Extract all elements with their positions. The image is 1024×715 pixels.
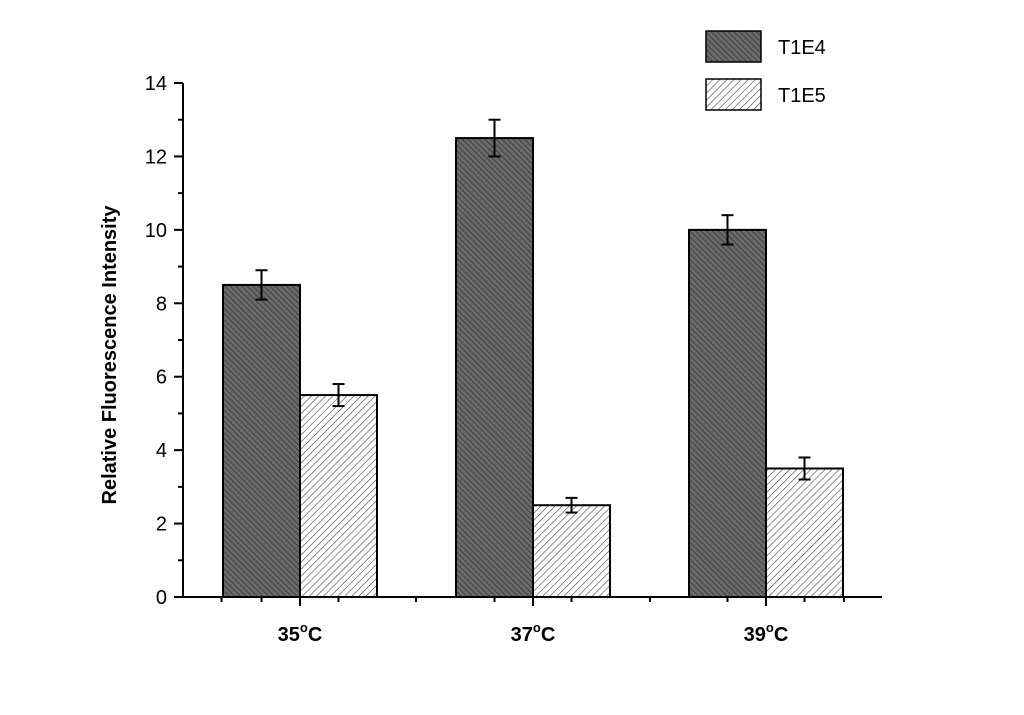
y-tick-label: 6 — [156, 367, 167, 389]
x-tick-label-37: 37oC — [511, 620, 556, 646]
plot-area: 0 2 4 6 8 10 12 14 35oC 37oC 39oC — [145, 73, 882, 646]
bar-t1e5-37 — [532, 504, 611, 599]
legend-swatch-t1e5 — [705, 78, 762, 111]
y-tick-label: 12 — [145, 146, 167, 168]
y-tick-label: 14 — [145, 73, 167, 95]
bar-t1e5-39 — [765, 467, 844, 598]
y-tick-label: 8 — [156, 293, 167, 315]
legend: T1E4 T1E5 — [705, 30, 826, 111]
legend-swatch-t1e4 — [705, 30, 762, 63]
y-tick-label: 0 — [156, 587, 167, 609]
x-tick-label-39: 39oC — [744, 620, 789, 646]
bar-t1e5-35 — [299, 394, 378, 599]
y-tick-label: 4 — [156, 440, 167, 462]
x-tick-label-35: 35oC — [278, 620, 323, 646]
y-axis-title: Relative Fluorescence Intensity — [99, 205, 121, 505]
legend-label-t1e4: T1E4 — [778, 37, 826, 59]
bar-t1e4-37 — [455, 137, 534, 598]
y-tick-label: 2 — [156, 514, 167, 536]
bar-t1e4-35 — [222, 283, 301, 598]
legend-label-t1e5: T1E5 — [778, 85, 826, 107]
y-tick-label: 10 — [145, 220, 167, 242]
bar-t1e4-39 — [688, 228, 767, 598]
